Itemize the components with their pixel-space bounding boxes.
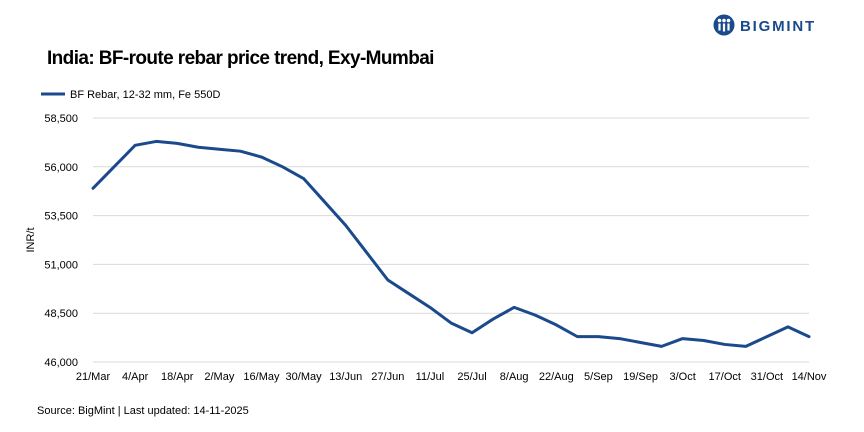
x-tick-label: 5/Sep (584, 371, 613, 383)
data-point (597, 335, 600, 338)
x-tick-label: 18/Apr (161, 371, 194, 383)
y-tick-label: 51,000 (44, 259, 78, 271)
chart-title: India: BF-route rebar price trend, Exy-M… (47, 48, 434, 69)
data-point (470, 331, 474, 334)
logo-wordmark: BIGMINT (740, 18, 816, 35)
data-point (555, 323, 558, 327)
data-point (365, 251, 368, 254)
bigmint-logo: BIGMINT (712, 12, 844, 42)
data-point (807, 335, 811, 338)
x-tick-label: 19/Sep (623, 371, 658, 383)
data-point (407, 292, 411, 295)
data-point (744, 345, 748, 348)
y-axis-label: INR/t (25, 227, 37, 252)
data-point (386, 278, 390, 282)
data-point (154, 140, 158, 143)
y-tick-label: 58,500 (44, 113, 78, 125)
data-point (576, 335, 579, 338)
data-point (344, 224, 347, 227)
data-point (176, 142, 179, 145)
x-tick-label: 17/Oct (709, 371, 741, 383)
x-tick-label: 11/Jul (416, 371, 445, 383)
x-tick-label: 30/May (286, 371, 323, 383)
series-line (91, 139, 811, 348)
data-point (302, 177, 305, 180)
data-point (639, 341, 642, 344)
data-point (512, 306, 516, 309)
data-point (491, 317, 495, 321)
x-tick-label: 31/Oct (751, 371, 783, 383)
source-note: Source: BigMint | Last updated: 14-11-20… (37, 405, 249, 417)
x-tick-label: 27/Jun (371, 371, 404, 383)
data-point (681, 337, 684, 340)
data-point (723, 343, 726, 346)
data-point (765, 335, 769, 338)
x-tick-label: 14/Nov (792, 371, 827, 383)
data-point (323, 200, 326, 204)
x-tick-label: 16/May (243, 371, 280, 383)
data-point (660, 345, 663, 348)
data-point (702, 339, 705, 342)
x-tick-label: 4/Apr (122, 371, 149, 383)
y-tick-label: 46,000 (44, 357, 78, 369)
x-tick-label: 21/Mar (76, 371, 111, 383)
data-point (428, 306, 432, 309)
data-point (618, 337, 621, 340)
data-point (260, 155, 263, 159)
data-point (197, 146, 200, 149)
x-tick-label: 8/Aug (500, 371, 529, 383)
data-point (281, 165, 284, 168)
x-tick-label: 22/Aug (539, 371, 574, 383)
data-point (786, 325, 790, 329)
data-point (218, 148, 221, 151)
data-point (112, 165, 116, 168)
data-point (534, 313, 537, 317)
y-tick-label: 48,500 (44, 308, 78, 320)
y-tick-label: 53,500 (44, 211, 78, 223)
line-chart: 46,000 48,500 51,000 53,500 56,000 58,500 21/M… (25, 89, 827, 383)
data-point (91, 187, 95, 190)
y-tick-label: 56,000 (44, 162, 78, 174)
x-tick-label: 3/Oct (669, 371, 695, 383)
legend-label: BF Rebar, 12-32 mm, Fe 550D (70, 89, 220, 101)
data-point (239, 149, 242, 153)
x-tick-label: 25/Jul (457, 371, 486, 383)
x-tick-label: 2/May (204, 371, 234, 383)
x-tick-label: 13/Jun (329, 371, 362, 383)
data-point (133, 144, 137, 147)
data-point (449, 321, 453, 325)
